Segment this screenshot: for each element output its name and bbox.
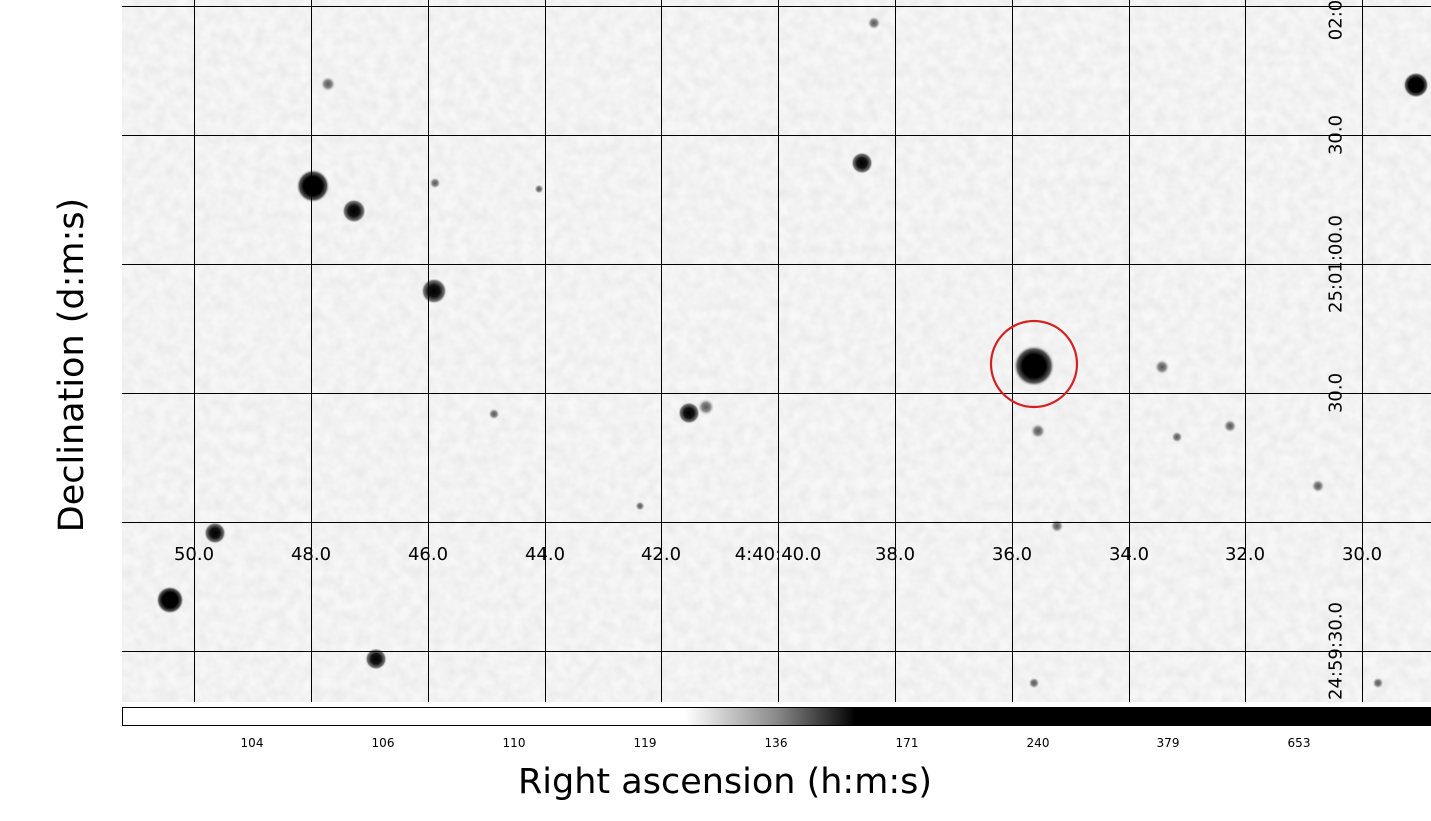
ra-tick-label: 38.0 xyxy=(874,544,916,565)
colorbar-tick-label: 110 xyxy=(502,736,526,750)
colorbar-tick-label: 119 xyxy=(633,736,657,750)
y-axis-label: Declination (d:m:s) xyxy=(52,197,92,533)
target-marker-circle xyxy=(989,319,1079,409)
image-area xyxy=(122,0,1431,702)
dec-tick-label: 02:0 xyxy=(1325,0,1347,41)
dec-tick-label: 30.0 xyxy=(1325,114,1347,156)
ra-tick-label: 48.0 xyxy=(290,544,332,565)
ra-tick-label: 46.0 xyxy=(407,544,449,565)
ra-tick-label: 34.0 xyxy=(1108,544,1150,565)
coordinate-grid xyxy=(122,0,1431,702)
colorbar-tick-label: 106 xyxy=(371,736,395,750)
colorbar-tick-label: 136 xyxy=(764,736,788,750)
dec-tick-label: 30.0 xyxy=(1325,372,1347,414)
colorbar-tick-label: 171 xyxy=(895,736,919,750)
colorbar-tick-label: 379 xyxy=(1156,736,1180,750)
ra-tick-label: 50.0 xyxy=(173,544,215,565)
ra-tick-label: 44.0 xyxy=(524,544,566,565)
colorbar-tick-label: 104 xyxy=(240,736,264,750)
ra-tick-label: 36.0 xyxy=(991,544,1033,565)
ra-tick-label: 4:40:40.0 xyxy=(734,544,822,565)
dec-tick-label: 24:59:30.0 xyxy=(1325,601,1347,701)
x-axis-label: Right ascension (h:m:s) xyxy=(517,762,933,802)
ra-tick-label: 32.0 xyxy=(1224,544,1266,565)
colorbar-tick-label: 653 xyxy=(1287,736,1311,750)
colorbar-tick-label: 240 xyxy=(1026,736,1050,750)
dec-tick-label: 25:01:00.0 xyxy=(1325,214,1347,314)
y-axis-label-container: Declination (d:m:s) xyxy=(52,190,92,540)
colorbar xyxy=(122,707,1431,726)
ra-tick-label: 42.0 xyxy=(640,544,682,565)
star-field xyxy=(156,16,1429,689)
ra-tick-label: 30.0 xyxy=(1341,544,1383,565)
